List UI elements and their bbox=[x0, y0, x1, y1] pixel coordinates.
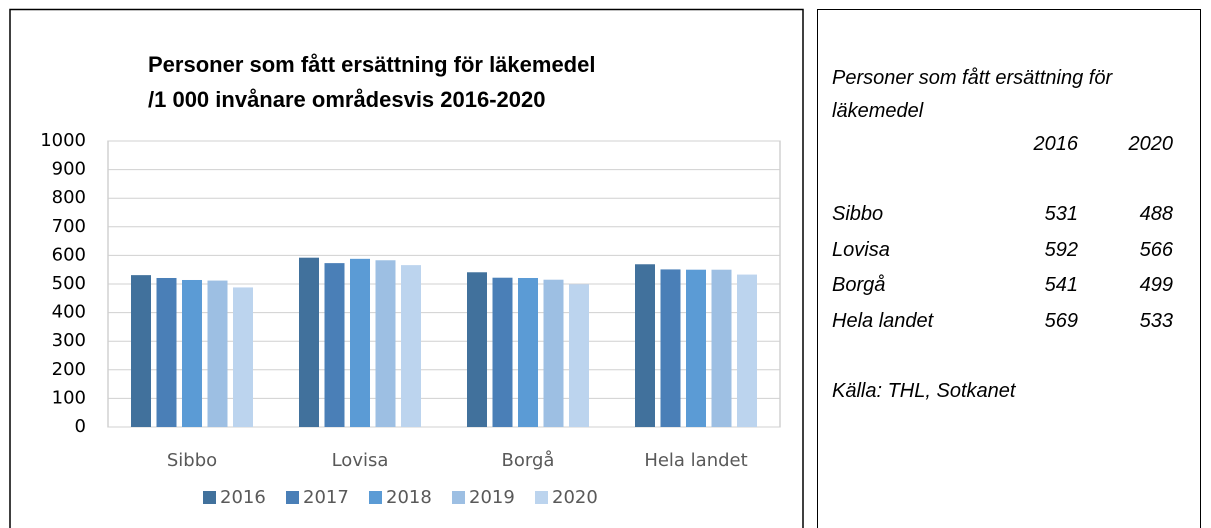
bar bbox=[569, 284, 589, 427]
bar bbox=[711, 269, 732, 427]
side-panel: Personer som fått ersättning för läkemed… bbox=[817, 9, 1201, 528]
legend-label: 2018 bbox=[386, 487, 432, 508]
chart: Personer som fått ersättning för läkemed… bbox=[9, 8, 804, 528]
row-label: Borgå bbox=[832, 274, 886, 296]
y-tick-label: 0 bbox=[75, 416, 86, 437]
y-tick-label: 1000 bbox=[40, 130, 86, 151]
cell: 566 bbox=[1139, 238, 1173, 261]
row-label: Sibbo bbox=[832, 203, 884, 225]
bar bbox=[737, 274, 757, 427]
row-label: Lovisa bbox=[832, 238, 890, 261]
bar bbox=[467, 272, 487, 427]
y-tick-label: 800 bbox=[52, 187, 86, 208]
legend-swatch bbox=[452, 491, 465, 504]
y-tick-label: 700 bbox=[52, 216, 86, 237]
bar bbox=[660, 269, 681, 427]
y-tick-label: 100 bbox=[52, 387, 86, 408]
bar bbox=[299, 257, 319, 427]
y-tick-label: 900 bbox=[52, 159, 86, 180]
y-tick-label: 300 bbox=[52, 330, 86, 351]
legend-label: 2019 bbox=[469, 487, 515, 508]
bar bbox=[233, 287, 253, 427]
x-tick-label: Borgå bbox=[502, 450, 555, 471]
bar bbox=[182, 279, 202, 427]
panel-title: Personer som fått ersättning för läkemed… bbox=[832, 67, 1113, 122]
legend-label: 2017 bbox=[303, 487, 349, 508]
cell: 533 bbox=[1139, 309, 1173, 332]
x-tick-label: Sibbo bbox=[167, 450, 217, 471]
legend-swatch bbox=[286, 491, 299, 504]
y-tick-label: 500 bbox=[52, 273, 86, 294]
source: Källa: THL, Sotkanet bbox=[832, 380, 1016, 402]
bar bbox=[635, 264, 655, 427]
cell: 499 bbox=[1139, 274, 1173, 296]
column-header: 2020 bbox=[1128, 133, 1174, 155]
chart-title: Personer som fått ersättning för läkemed… bbox=[148, 52, 595, 77]
legend-label: 2016 bbox=[220, 487, 266, 508]
cell: 592 bbox=[1044, 238, 1078, 261]
y-tick-label: 600 bbox=[52, 244, 86, 265]
bar bbox=[350, 258, 370, 427]
row-label: Hela landet bbox=[832, 309, 934, 332]
bar bbox=[207, 280, 228, 427]
legend-swatch bbox=[203, 491, 216, 504]
bar bbox=[401, 265, 421, 427]
cell: 531 bbox=[1044, 203, 1078, 225]
legend-swatch bbox=[535, 491, 548, 504]
x-tick-label: Hela landet bbox=[644, 450, 747, 471]
bar bbox=[156, 277, 177, 427]
x-tick-label: Lovisa bbox=[332, 450, 389, 471]
bar bbox=[131, 275, 151, 427]
cell: 488 bbox=[1139, 203, 1173, 225]
bar bbox=[543, 279, 564, 427]
cell: 569 bbox=[1044, 309, 1078, 332]
chart-title: /1 000 invånare områdesvis 2016-2020 bbox=[148, 87, 546, 112]
bar bbox=[492, 277, 513, 427]
bar bbox=[518, 277, 538, 427]
legend-swatch bbox=[369, 491, 382, 504]
column-header: 2016 bbox=[1033, 133, 1079, 155]
bar bbox=[324, 263, 345, 427]
y-tick-label: 200 bbox=[52, 359, 86, 380]
cell: 541 bbox=[1044, 274, 1078, 296]
legend-label: 2020 bbox=[552, 487, 598, 508]
y-tick-label: 400 bbox=[52, 302, 86, 323]
bar bbox=[375, 260, 396, 427]
bar bbox=[686, 269, 706, 427]
